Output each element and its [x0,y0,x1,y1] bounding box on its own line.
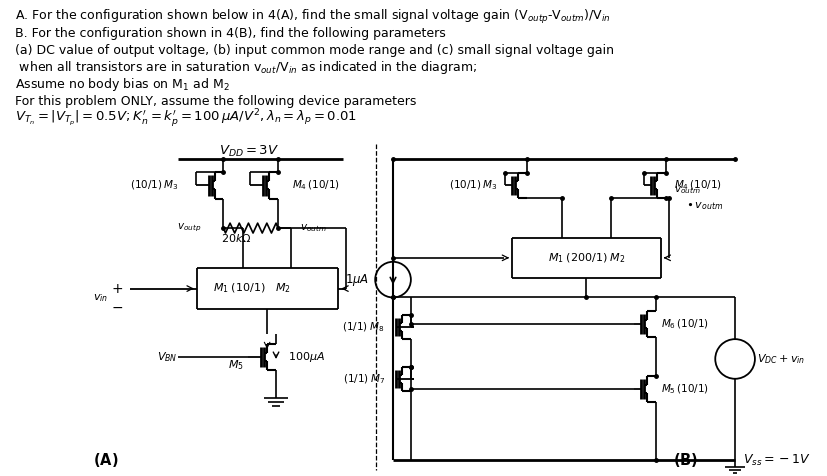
Text: $v_{outm}$: $v_{outm}$ [299,222,326,234]
Text: $\mathbf{(A)}$: $\mathbf{(A)}$ [93,451,118,469]
Text: $(10/1)\,M_3$: $(10/1)\,M_3$ [448,178,496,192]
Text: $20k\Omega$: $20k\Omega$ [221,232,251,244]
Text: $M_6\,(10/1)$: $M_6\,(10/1)$ [660,317,708,331]
Text: $-$: $-$ [111,299,123,313]
Text: $(10/1)\,M_3$: $(10/1)\,M_3$ [130,178,178,192]
Text: $V_{BN}$: $V_{BN}$ [157,350,178,364]
Text: +: + [112,282,123,296]
Text: $(1/1)\;M_8$: $(1/1)\;M_8$ [342,320,385,334]
Text: $M_4\,(10/1)$: $M_4\,(10/1)$ [673,178,721,192]
Text: $\bullet\,v_{outm}$: $\bullet\,v_{outm}$ [685,200,722,212]
Text: $100\mu A$: $100\mu A$ [288,350,325,364]
Text: $M_4\,(10/1)$: $M_4\,(10/1)$ [292,178,340,192]
Text: when all transistors are in saturation v$_{out}$/V$_{in}$ as indicated in the di: when all transistors are in saturation v… [15,59,476,76]
Text: $V_{DD} = 3V$: $V_{DD} = 3V$ [219,144,279,159]
Text: Assume no body bias on M$_1$ ad M$_2$: Assume no body bias on M$_1$ ad M$_2$ [15,76,230,93]
Text: $1\mu A$: $1\mu A$ [345,272,369,288]
Text: (a) DC value of output voltage, (b) input common mode range and (c) small signal: (a) DC value of output voltage, (b) inpu… [15,44,614,57]
Text: $\mathbf{(B)}$: $\mathbf{(B)}$ [672,451,697,469]
Text: $M_5\,(10/1)$: $M_5\,(10/1)$ [660,382,708,396]
Text: $V_{ss} = -1V$: $V_{ss} = -1V$ [742,453,810,467]
Text: $V_{DC} + v_{in}$: $V_{DC} + v_{in}$ [756,352,804,366]
Text: $v_{in}$: $v_{in}$ [93,293,108,304]
Text: B. For the configuration shown in 4(B), find the following parameters: B. For the configuration shown in 4(B), … [15,27,446,40]
Text: $v_{outp}$: $v_{outp}$ [177,222,202,234]
Text: $v_{outm}$: $v_{outm}$ [673,185,700,196]
Text: $M_5$: $M_5$ [228,358,244,372]
Text: $M_1\;(200/1)\;M_2$: $M_1\;(200/1)\;M_2$ [547,251,624,265]
Text: For this problem ONLY, assume the following device parameters: For this problem ONLY, assume the follow… [15,95,416,108]
Text: A. For the configuration shown below in 4(A), find the small signal voltage gain: A. For the configuration shown below in … [15,8,610,26]
Text: $M_1\;(10/1)\quad M_2$: $M_1\;(10/1)\quad M_2$ [213,282,291,296]
Text: $V_{T_n} = |V_{T_p}| = 0.5V; K_n' = k_p' = 100\,\mu A/V^2, \lambda_n = \lambda_p: $V_{T_n} = |V_{T_p}| = 0.5V; K_n' = k_p'… [15,107,357,129]
Text: $(1/1)\;M_7$: $(1/1)\;M_7$ [342,372,385,386]
